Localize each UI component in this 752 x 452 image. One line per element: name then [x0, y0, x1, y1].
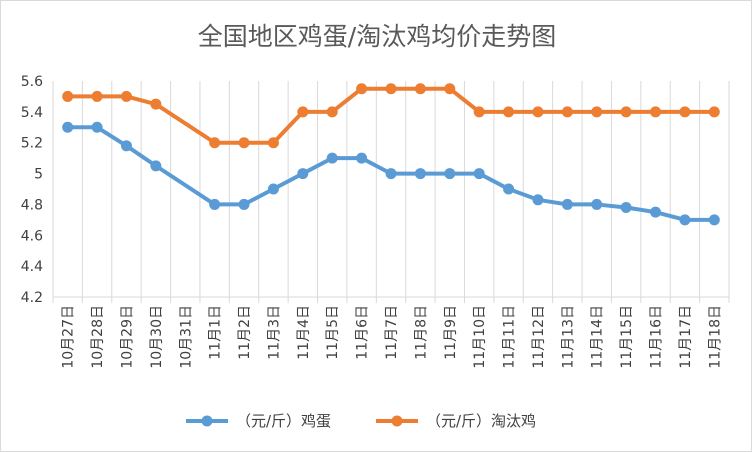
y-tick-label: 4.4 [21, 259, 43, 275]
y-tick-label: 4.2 [21, 290, 43, 306]
data-point [356, 83, 368, 95]
data-point [120, 140, 132, 152]
data-point [326, 152, 338, 164]
data-point [267, 137, 279, 149]
x-tick-label: 11月18日 [707, 305, 723, 369]
chart-title: 全国地区鸡蛋/淘汰鸡均价走势图 [197, 22, 557, 51]
x-tick-label: 11月10日 [472, 305, 488, 369]
data-point [209, 137, 221, 149]
data-point [385, 83, 397, 95]
data-point [473, 168, 485, 180]
data-point [503, 183, 515, 195]
data-point [209, 198, 221, 210]
series-line [67, 125, 715, 222]
data-point [532, 194, 544, 206]
y-tick-label: 5.6 [21, 74, 43, 90]
series-line [67, 86, 715, 145]
x-tick-label: 11月2日 [237, 305, 253, 360]
y-tick-labels: 4.2 4.4 4.6 4.8 5 5.2 5.4 5.6 [21, 74, 43, 306]
x-tick-label: 11月9日 [443, 305, 459, 360]
data-point [297, 168, 309, 180]
data-point [91, 121, 103, 133]
data-point [91, 90, 103, 102]
data-point [679, 214, 691, 226]
x-tick-label: 11月15日 [619, 305, 635, 369]
x-tick-label: 10月27日 [61, 305, 77, 369]
x-tick-label: 11月4日 [296, 305, 312, 360]
x-tick-label: 11月17日 [678, 305, 694, 369]
data-point [414, 168, 426, 180]
data-point [326, 106, 338, 118]
data-point [650, 206, 662, 218]
data-point [444, 83, 456, 95]
data-point [650, 106, 662, 118]
series-1 [62, 121, 720, 226]
x-tick-label: 11月1日 [208, 305, 224, 360]
legend-marker [391, 415, 403, 427]
data-point [238, 198, 250, 210]
data-point [444, 168, 456, 180]
x-tick-label: 11月12日 [531, 305, 547, 369]
x-tick-label: 11月14日 [590, 305, 606, 369]
data-point [561, 198, 573, 210]
data-point [414, 83, 426, 95]
x-tick-label: 11月6日 [355, 305, 371, 360]
data-point [150, 98, 162, 110]
y-tick-label: 5 [34, 167, 43, 183]
data-point [503, 106, 515, 118]
data-point [473, 106, 485, 118]
x-tick-label: 10月29日 [119, 305, 135, 369]
data-point [297, 106, 309, 118]
data-point [591, 106, 603, 118]
x-tick-label: 11月5日 [325, 305, 341, 360]
x-tick-label: 10月30日 [149, 305, 165, 369]
y-tick-label: 5.4 [21, 105, 43, 121]
legend-marker [201, 415, 213, 427]
series-2 [62, 83, 720, 149]
legend-item: （元/斤）淘汰鸡 [376, 412, 536, 430]
y-tick-label: 5.2 [21, 136, 43, 152]
x-tick-label: 10月31日 [178, 305, 194, 369]
x-tick-label: 11月7日 [384, 305, 400, 360]
legend-label: （元/斤）鸡蛋 [236, 412, 331, 430]
data-point [238, 137, 250, 149]
data-point [561, 106, 573, 118]
y-tick-label: 4.6 [21, 228, 43, 244]
data-point [532, 106, 544, 118]
x-tick-label: 11月3日 [266, 305, 282, 360]
x-tick-label: 11月13日 [560, 305, 576, 369]
data-point [591, 198, 603, 210]
data-point [267, 183, 279, 195]
data-point [385, 168, 397, 180]
data-point [679, 106, 691, 118]
data-point [708, 214, 720, 226]
data-point [62, 121, 74, 133]
data-point [150, 160, 162, 172]
data-point [356, 152, 368, 164]
data-point [120, 90, 132, 102]
x-tick-labels: 10月27日 10月28日 10月29日 10月30日 10月31日 11月1日 11月2日… [61, 305, 724, 369]
grid-lines [52, 81, 730, 303]
x-tick-label: 11月11日 [502, 305, 518, 369]
x-tick-label: 11月16日 [649, 305, 665, 369]
data-point [620, 202, 632, 214]
legend: （元/斤）鸡蛋 （元/斤）淘汰鸡 [186, 412, 536, 430]
x-tick-label: 10月28日 [90, 305, 106, 369]
legend-label: （元/斤）淘汰鸡 [426, 412, 536, 430]
x-tick-label: 11月8日 [413, 305, 429, 360]
y-tick-label: 4.8 [21, 197, 43, 213]
data-point [620, 106, 632, 118]
data-point [62, 90, 74, 102]
legend-item: （元/斤）鸡蛋 [186, 412, 331, 430]
data-point [708, 106, 720, 118]
